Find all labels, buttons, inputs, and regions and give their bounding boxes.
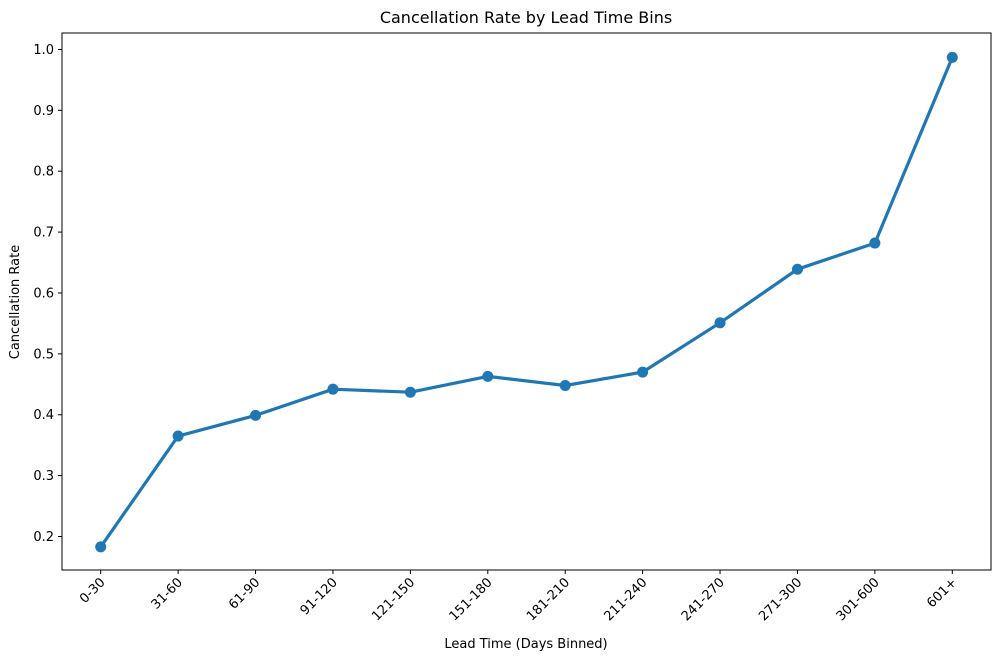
x-tick-label: 91-120: [298, 575, 341, 618]
series-line: [99, 55, 954, 549]
data-point: [869, 237, 881, 249]
y-tick-label: 0.6: [33, 286, 54, 301]
x-tick-label: 211-240: [601, 575, 650, 624]
y-tick-label: 0.5: [33, 347, 54, 362]
plot-frame: [61, 32, 992, 571]
data-point: [404, 386, 416, 398]
data-point: [482, 370, 494, 382]
data-point: [946, 51, 958, 63]
x-tick-label: 0-30: [77, 575, 108, 606]
y-tick-label: 1.0: [33, 43, 54, 58]
y-tick-label: 0.2: [33, 530, 54, 545]
y-tick-label: 0.3: [33, 469, 54, 484]
x-tick-label: 601+: [924, 575, 960, 611]
x-tick-label: 301-600: [834, 575, 883, 624]
y-axis-label: Cancellation Rate: [8, 245, 23, 359]
plot-area: 0.2 0.3 0.4 0.5 0.6 0.7 0.8 0.9 1.0 0-30 31-60 61-9…: [33, 32, 992, 624]
x-tick-label: 271-300: [756, 575, 805, 624]
y-tick-label: 0.7: [33, 226, 54, 241]
data-point: [95, 541, 107, 553]
x-tick-label: 151-180: [447, 575, 496, 624]
y-tick-label: 0.8: [33, 165, 54, 180]
y-tick-label: 0.4: [33, 408, 54, 423]
data-point: [637, 366, 649, 378]
x-tick-label: 31-60: [149, 575, 186, 612]
chart-title: Cancellation Rate by Lead Time Bins: [380, 8, 672, 27]
x-tick-label: 121-150: [369, 575, 418, 624]
x-tick-label: 181-210: [524, 575, 573, 624]
data-point: [327, 383, 339, 395]
x-axis-label: Lead Time (Days Binned): [444, 637, 607, 652]
x-tick-label: 61-90: [226, 575, 263, 612]
data-point: [250, 409, 262, 421]
y-tick-label: 0.9: [33, 104, 54, 119]
data-point: [714, 317, 726, 329]
data-point: [172, 430, 184, 442]
x-tick-label: 241-270: [679, 575, 728, 624]
data-point: [559, 380, 571, 392]
data-point: [791, 263, 803, 275]
